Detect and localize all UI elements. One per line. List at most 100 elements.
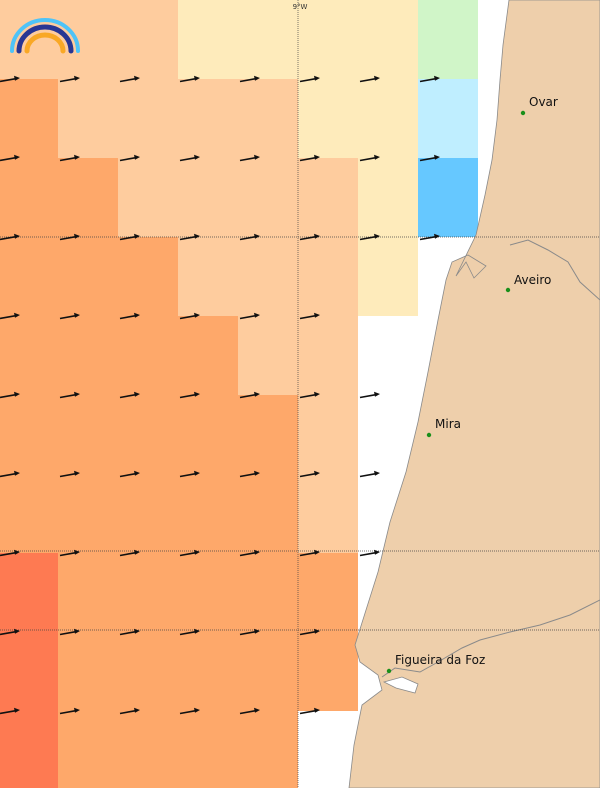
grid-cell: [358, 79, 418, 158]
grid-cell: [418, 0, 478, 79]
wind-arrow: [239, 391, 260, 399]
grid-cell: [298, 553, 358, 632]
wind-arrow: [179, 707, 200, 715]
wind-arrow: [299, 707, 320, 715]
grid-cell: [58, 474, 118, 553]
grid-cell: [238, 237, 298, 316]
grid-cell: [0, 158, 58, 237]
city-aveiro: Aveiro: [505, 273, 551, 293]
grid-cell: [178, 316, 238, 395]
longitude-label: 9°W: [293, 3, 308, 11]
wind-arrow: [0, 707, 20, 715]
wind-arrow: [119, 549, 140, 557]
city-dot: [520, 110, 526, 116]
grid-cell: [358, 237, 418, 316]
grid-cell: [178, 474, 238, 553]
wind-arrow: [299, 549, 320, 557]
wind-arrow: [299, 470, 320, 478]
wind-arrow: [0, 628, 20, 636]
mondego-estuary: [382, 676, 419, 694]
wind-arrow: [119, 312, 140, 320]
wind-arrow: [359, 470, 380, 478]
grid-cell: [178, 395, 238, 474]
wind-arrow: [119, 628, 140, 636]
wind-arrow: [359, 233, 380, 241]
grid-cell: [298, 158, 358, 237]
wind-arrow: [359, 75, 380, 83]
grid-cell: [0, 316, 58, 395]
wind-arrow: [59, 470, 80, 478]
wind-arrow: [239, 628, 260, 636]
wind-arrow: [239, 707, 260, 715]
grid-cell: [178, 711, 238, 788]
wind-arrow: [299, 233, 320, 241]
city-label: Figueira da Foz: [395, 653, 485, 667]
wind-arrow: [299, 391, 320, 399]
grid-cell: [178, 79, 238, 158]
wind-arrow: [179, 154, 200, 162]
grid-cell: [238, 474, 298, 553]
mondego-river: [381, 599, 600, 678]
wind-arrow: [119, 391, 140, 399]
grid-cell: [118, 474, 178, 553]
rainbow-logo: [10, 18, 80, 54]
grid-cell: [178, 632, 238, 711]
grid-cell: [58, 395, 118, 474]
city-dot: [426, 432, 432, 438]
wind-arrow: [239, 154, 260, 162]
grid-cell: [118, 158, 178, 237]
wind-arrow: [119, 154, 140, 162]
grid-cell: [418, 158, 478, 237]
grid-cell: [118, 79, 178, 158]
grid-cell: [238, 79, 298, 158]
grid-cell: [0, 632, 58, 711]
wind-arrow: [0, 470, 20, 478]
grid-cell: [0, 553, 58, 632]
wind-arrow: [119, 75, 140, 83]
city-label: Aveiro: [514, 273, 551, 287]
grid-cell: [58, 237, 118, 316]
grid-cell: [298, 79, 358, 158]
grid-cell: [238, 316, 298, 395]
wind-arrow: [119, 707, 140, 715]
grid-cell: [178, 0, 238, 79]
city-label: Mira: [435, 417, 461, 431]
wind-arrow: [119, 470, 140, 478]
wind-arrow: [0, 549, 20, 557]
forecast-grid: [0, 0, 478, 788]
wind-arrow: [59, 154, 80, 162]
grid-cell: [298, 474, 358, 553]
wind-arrow: [179, 391, 200, 399]
grid-cell: [58, 711, 118, 788]
grid-cell: [58, 632, 118, 711]
wind-arrow: [179, 312, 200, 320]
grid-cell: [298, 237, 358, 316]
wind-arrow: [0, 391, 20, 399]
grid-cell: [178, 158, 238, 237]
grid-cell: [118, 0, 178, 79]
land-mass: [348, 0, 600, 788]
wind-arrow: [359, 154, 380, 162]
wind-arrow: [59, 391, 80, 399]
grid-cell: [58, 316, 118, 395]
grid-cell: [418, 79, 478, 158]
grid-cell: [298, 632, 358, 711]
wind-arrow: [59, 75, 80, 83]
grid-cell: [238, 395, 298, 474]
grid-cell: [238, 632, 298, 711]
wind-arrow: [359, 549, 380, 557]
vouga-river: [509, 239, 600, 301]
grid-cell: [0, 711, 58, 788]
wind-arrow: [179, 75, 200, 83]
grid-cell: [58, 158, 118, 237]
wind-arrow: [119, 233, 140, 241]
wind-arrow: [0, 75, 20, 83]
grid-cell: [298, 395, 358, 474]
wind-arrow: [59, 628, 80, 636]
wind-arrow: [359, 391, 380, 399]
wind-arrow: [239, 233, 260, 241]
wind-arrow: [299, 628, 320, 636]
grid-cell: [118, 395, 178, 474]
wind-arrow: [59, 549, 80, 557]
